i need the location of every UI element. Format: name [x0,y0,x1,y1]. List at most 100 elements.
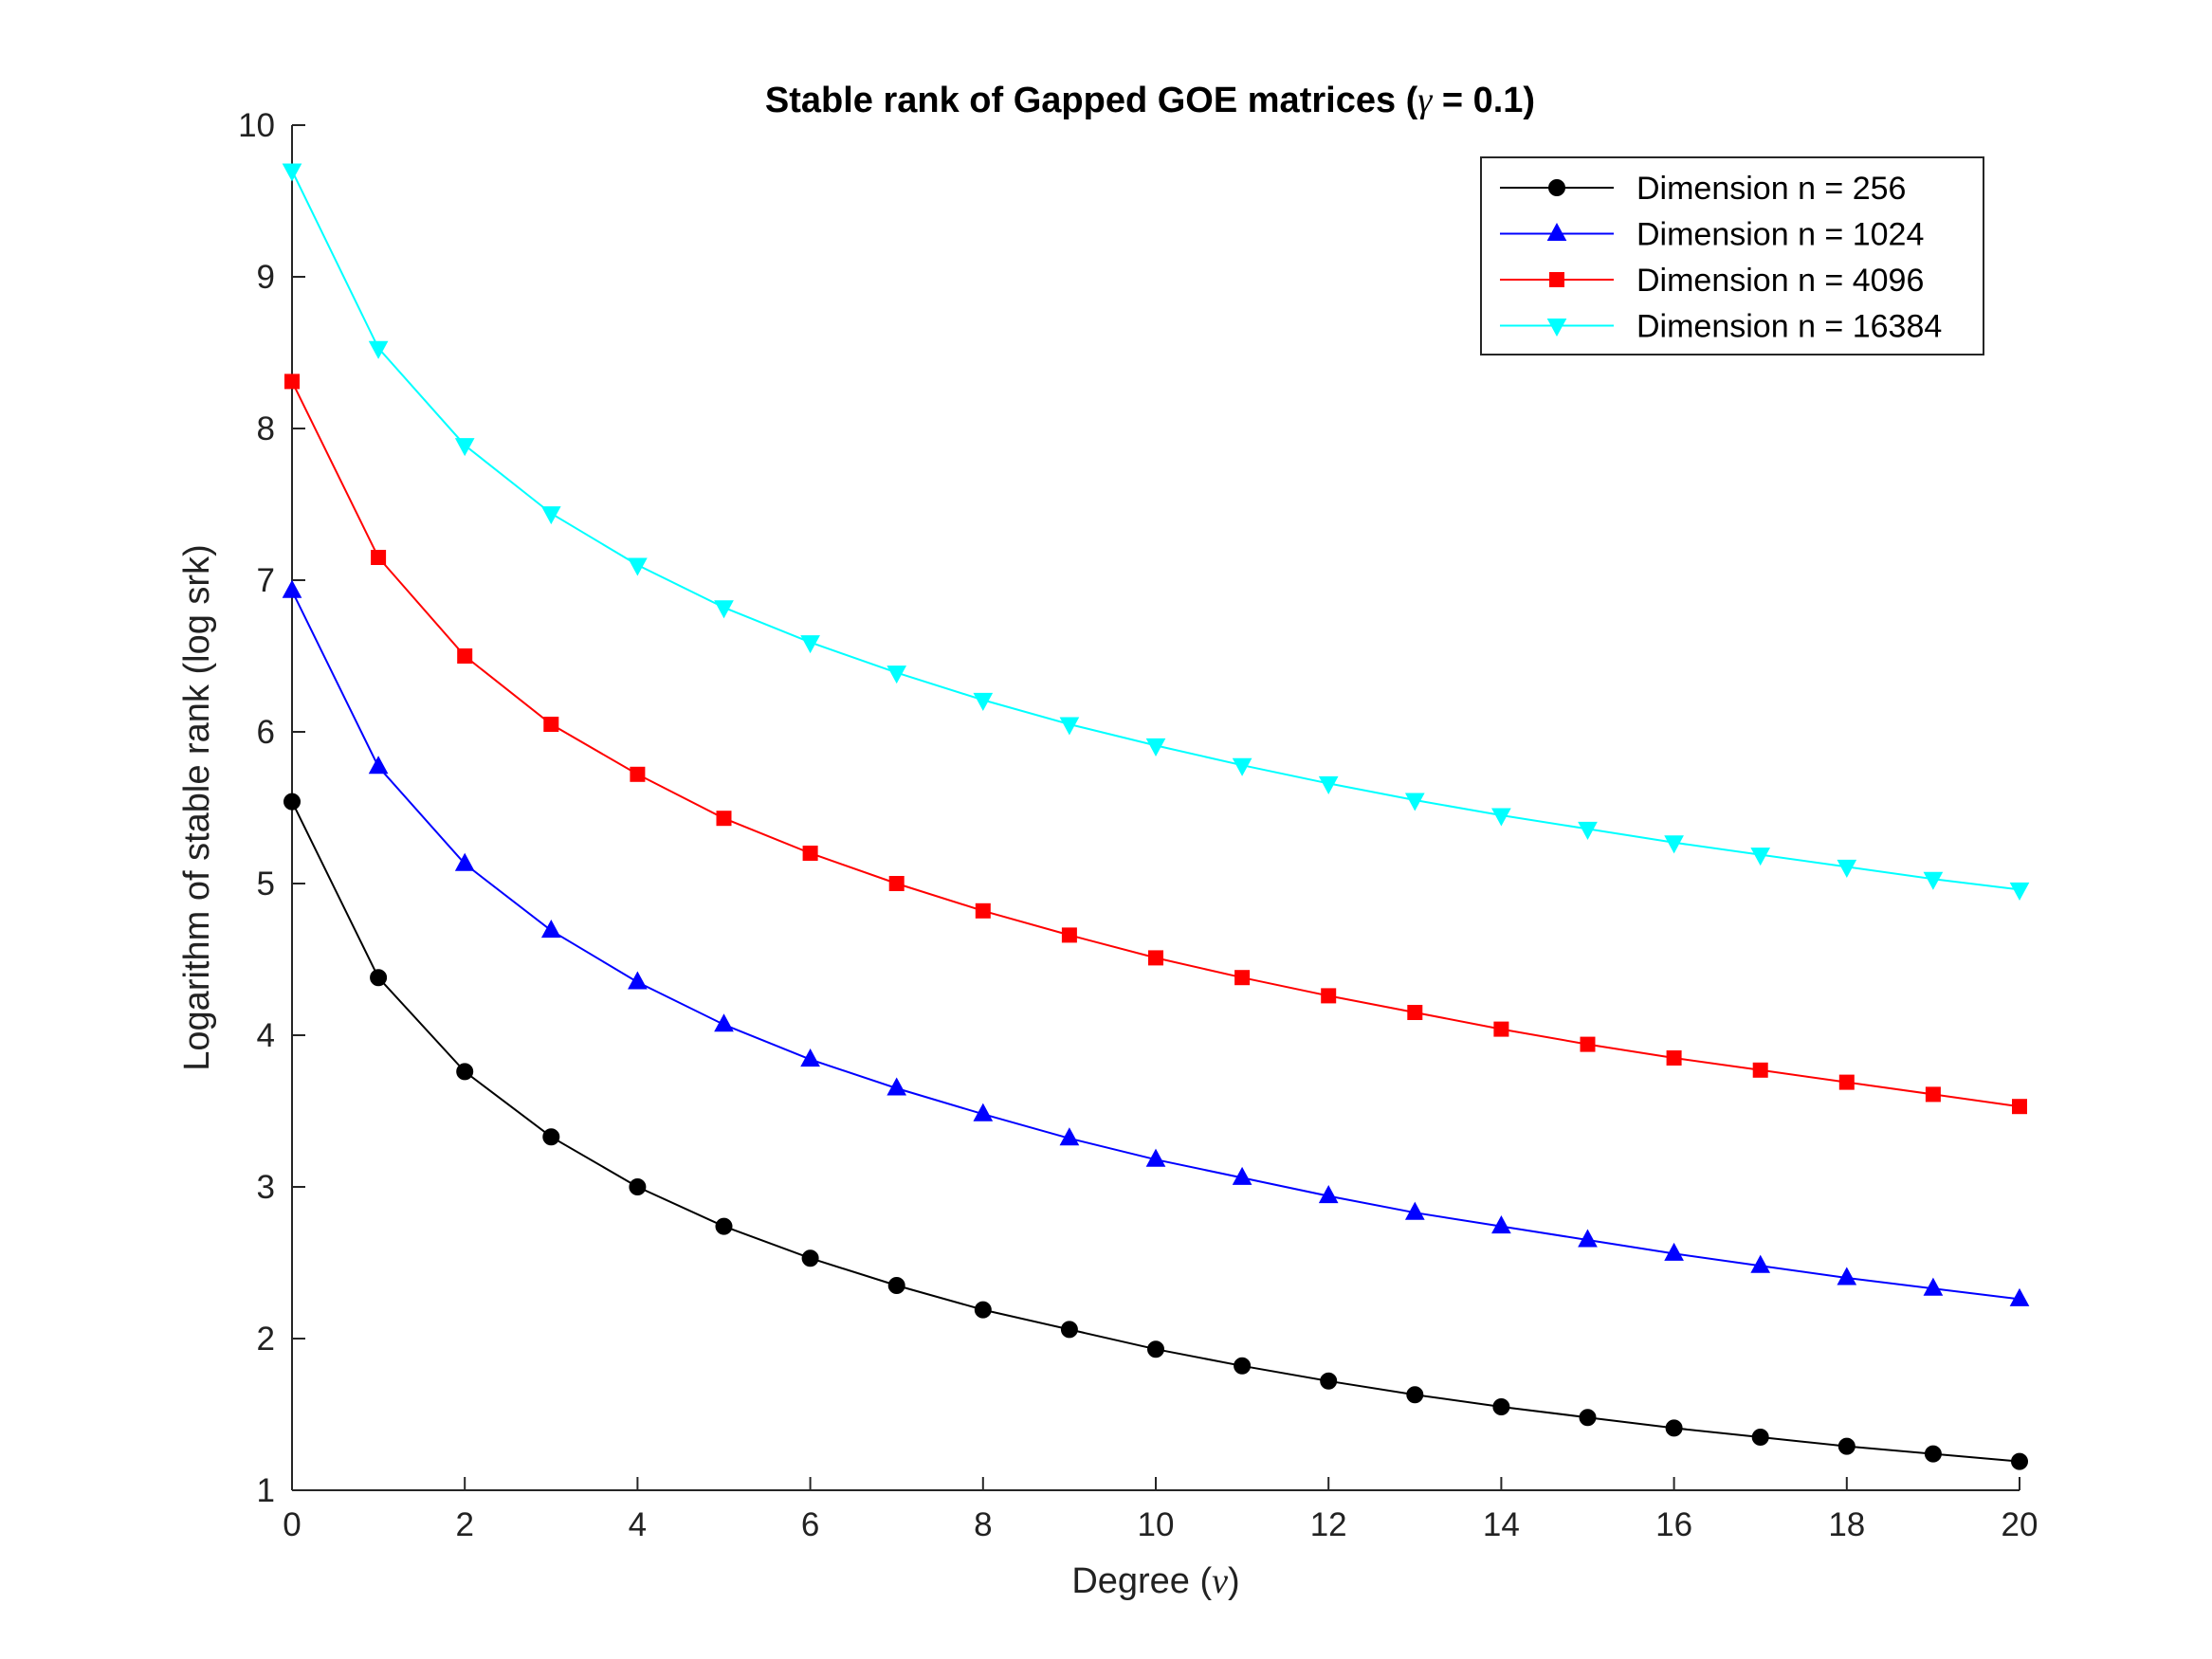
data-point [370,969,388,987]
data-point [457,648,473,664]
legend-item: Dimension n = 16384 [1500,309,1942,345]
data-point [1318,775,1339,794]
y-tick-label: 1 [257,1472,275,1509]
legend-label: Dimension n = 4096 [1636,263,1924,299]
data-point [1664,835,1684,854]
series-1 [282,579,2030,1306]
data-point [456,1063,474,1081]
x-tick-label: 18 [1828,1506,1865,1543]
legend-marker [1546,319,1567,337]
data-point [1232,757,1252,776]
legend-marker [1546,222,1567,241]
data-point [1837,1437,1856,1455]
data-point [801,1249,819,1267]
data-point [800,635,820,654]
data-point [540,920,561,939]
data-point [888,876,905,891]
data-point [1404,793,1425,811]
data-point [540,506,561,525]
data-point [1404,1201,1425,1220]
y-tick-label: 2 [257,1321,275,1358]
data-point [284,374,300,390]
data-point [1061,927,1077,943]
data-point [630,766,646,782]
data-point [1750,1254,1771,1273]
data-point [887,1277,905,1294]
legend: Dimension n = 256 Dimension n = 1024 Dimen… [1480,156,1984,356]
data-point [371,550,387,565]
data-point [1579,1409,1597,1427]
series-layer [282,163,2030,1470]
data-point [628,971,648,990]
data-point [283,793,301,811]
data-point [973,692,994,711]
legend-item: Dimension n = 1024 [1500,217,1924,253]
x-axis-ticks: 0 2 4 6 8 10 12 14 16 18 20 [283,1477,2038,1543]
data-point [454,852,475,871]
data-point [1925,1086,1941,1103]
data-point [2009,1287,2030,1306]
data-point [1493,1021,1509,1037]
data-point [1492,1398,1510,1415]
x-tick-label: 8 [974,1506,992,1543]
series-2 [284,374,2027,1115]
data-point [975,902,991,919]
x-tick-label: 2 [455,1506,473,1543]
data-point [1838,1074,1855,1090]
data-point [973,1103,994,1121]
data-point [2009,882,2030,901]
series-0 [283,793,2028,1470]
data-point [1318,1185,1339,1204]
x-tick-label: 6 [801,1506,819,1543]
data-point [714,1013,734,1032]
data-point [887,665,907,684]
y-axis-label: Logarithm of stable rank (log srk) [177,544,217,1070]
y-axis-ticks: 1 2 3 4 5 6 7 8 9 10 [238,107,305,1509]
data-point [1491,808,1511,827]
legend-label: Dimension n = 256 [1636,171,1906,207]
data-point [1147,1340,1164,1358]
data-point [282,579,302,598]
x-tick-label: 20 [2002,1506,2038,1543]
chart-title: Stable rank of Gapped GOE matrices (γ = … [765,81,1535,120]
data-point [1491,1215,1511,1234]
data-point [368,340,389,359]
data-point [1752,1062,1768,1078]
data-point [1578,821,1598,840]
legend-marker [1548,179,1565,196]
data-point [887,1077,907,1096]
data-point [282,163,302,182]
y-tick-label: 4 [257,1017,275,1054]
data-point [715,1217,733,1235]
data-point [1321,988,1337,1004]
series-3 [282,163,2030,901]
y-tick-label: 5 [257,866,275,902]
legend-item: Dimension n = 4096 [1500,263,1924,299]
data-point [1145,738,1166,757]
data-point [1837,859,1857,878]
data-point [629,1178,647,1195]
y-tick-label: 8 [257,410,275,447]
data-point [1924,1445,1942,1463]
data-point [1145,1148,1166,1167]
data-point [1148,950,1163,966]
data-point [1407,1005,1423,1020]
data-point [1234,970,1251,986]
x-tick-label: 14 [1483,1506,1520,1543]
data-point [1580,1036,1596,1052]
data-point [1751,1429,1769,1446]
data-point [543,717,559,732]
legend-marker [1549,272,1564,287]
data-point [714,600,734,619]
data-point [542,1128,560,1146]
x-tick-label: 0 [283,1506,301,1543]
data-point [1923,871,1944,890]
y-tick-label: 3 [257,1169,275,1206]
data-point [2011,1452,2028,1470]
data-point [800,1048,820,1067]
data-point [802,846,818,861]
data-point [1059,717,1080,736]
x-tick-label: 4 [629,1506,647,1543]
data-point [1234,1357,1252,1375]
